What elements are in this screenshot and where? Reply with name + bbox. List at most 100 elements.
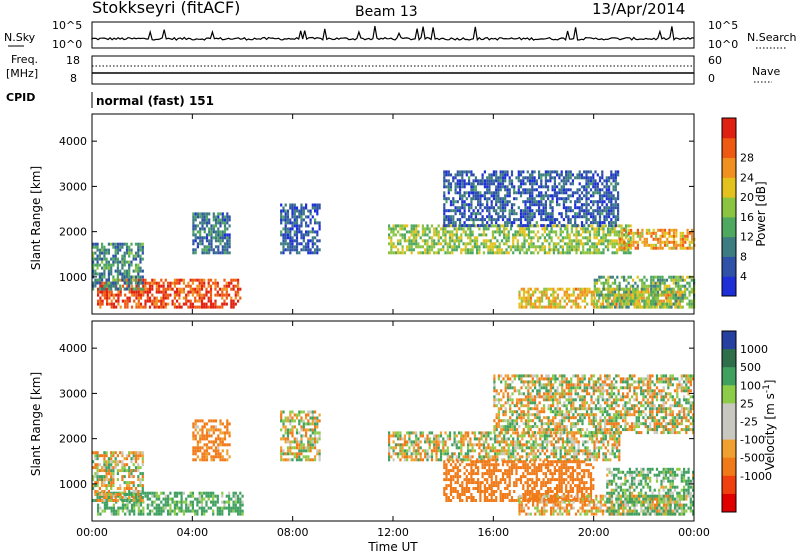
range-cell	[443, 182, 446, 186]
range-cell	[470, 170, 473, 174]
range-cell	[234, 506, 237, 510]
range-cell	[481, 221, 484, 225]
range-cell	[286, 233, 290, 237]
range-cell	[194, 296, 197, 300]
range-cell	[103, 460, 106, 464]
range-cell	[565, 182, 568, 186]
range-cell	[492, 170, 495, 174]
range-cell	[116, 266, 119, 270]
range-cell	[130, 506, 134, 510]
range-cell	[121, 245, 124, 249]
range-cell	[605, 182, 608, 186]
colorbar-bin	[722, 236, 736, 257]
range-cell	[314, 251, 317, 255]
range-cell	[199, 458, 202, 462]
range-cell	[540, 197, 543, 201]
range-cell	[442, 239, 445, 243]
range-cell	[164, 500, 167, 504]
range-cell	[571, 209, 574, 213]
range-cell	[630, 243, 633, 247]
range-cell	[94, 257, 97, 261]
range-cell	[158, 299, 161, 303]
range-cell	[601, 209, 604, 213]
range-cell	[454, 224, 457, 228]
range-cell	[293, 233, 296, 237]
range-cell	[468, 191, 471, 195]
range-cell	[158, 281, 161, 285]
range-cell	[550, 287, 553, 291]
range-cell	[162, 305, 165, 309]
range-cell	[178, 509, 181, 513]
range-cell	[403, 227, 406, 231]
range-cell	[654, 296, 657, 300]
range-cell	[582, 248, 585, 252]
range-cell	[107, 457, 110, 461]
range-cell	[223, 503, 226, 507]
range-cell	[458, 455, 461, 459]
range-cell	[162, 290, 165, 294]
range-cell	[518, 233, 522, 237]
range-cell	[148, 299, 152, 303]
range-cell	[212, 443, 215, 447]
range-cell	[205, 236, 209, 240]
range-cell	[576, 191, 579, 195]
range-cell	[578, 173, 581, 177]
range-cell	[399, 251, 402, 255]
range-cell	[585, 188, 588, 192]
range-cell	[481, 209, 484, 213]
date-title: 13/Apr/2014	[592, 0, 685, 18]
range-cell	[618, 233, 621, 237]
range-cell	[659, 293, 662, 297]
range-cell	[226, 227, 229, 231]
range-cell	[435, 446, 438, 450]
range-cell	[520, 287, 523, 291]
noise-left-tick-bottom: 10^0	[52, 38, 82, 51]
range-cell	[516, 248, 519, 252]
range-cell	[501, 179, 505, 183]
range-cell	[487, 455, 490, 459]
range-cell	[123, 251, 126, 255]
range-cell	[588, 251, 592, 255]
range-cell	[205, 218, 209, 222]
range-cell	[139, 509, 143, 513]
range-cell	[187, 506, 190, 510]
range-cell	[394, 233, 397, 237]
range-cell	[307, 230, 310, 234]
range-cell	[130, 472, 133, 476]
range-cell	[609, 287, 612, 291]
range-cell	[487, 458, 490, 462]
range-cell	[230, 296, 233, 300]
range-cell	[123, 260, 126, 264]
range-cell	[690, 278, 693, 282]
range-cell	[614, 200, 617, 204]
range-cell	[548, 245, 551, 249]
range-cell	[101, 494, 104, 498]
range-cell	[401, 227, 404, 231]
range-cell	[601, 170, 604, 174]
range-cell	[488, 218, 491, 222]
range-cell	[507, 449, 510, 453]
range-cell	[412, 230, 415, 234]
range-cell	[460, 233, 463, 237]
range-cell	[518, 296, 521, 300]
range-cell	[593, 296, 596, 300]
range-cell	[479, 197, 482, 201]
range-cell	[516, 458, 519, 462]
range-cell	[311, 242, 314, 246]
range-cell	[504, 194, 507, 198]
range-cell	[534, 233, 537, 237]
range-cell	[318, 203, 321, 207]
range-cell	[459, 218, 462, 222]
range-cell	[560, 173, 563, 177]
range-cell	[510, 203, 514, 207]
range-cell	[289, 248, 292, 252]
range-cell	[284, 428, 287, 432]
range-cell	[424, 242, 427, 246]
range-cell	[469, 440, 472, 444]
range-cell	[96, 451, 99, 455]
range-cell	[587, 182, 590, 186]
range-cell	[629, 287, 632, 291]
range-cell	[280, 212, 283, 216]
range-cell	[559, 251, 562, 255]
range-cell	[192, 248, 195, 252]
